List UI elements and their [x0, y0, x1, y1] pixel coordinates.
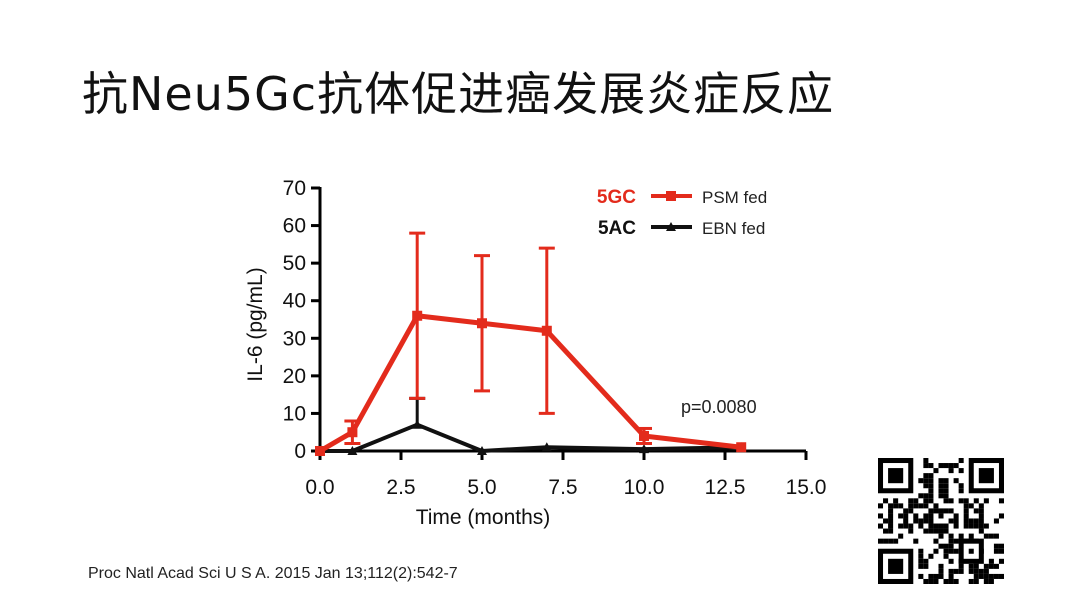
- il6-line-chart: 0 10 20 30 40 50 60 70 0.0 2.5 5.0 7.5 10.0 12.5 15.0 T…: [244, 177, 827, 529]
- y-tick-label: 70: [283, 177, 306, 200]
- y-tick-label: 0: [294, 440, 306, 463]
- data-point-marker: [347, 427, 358, 438]
- y-tick-label: 10: [283, 402, 306, 425]
- data-point-marker: [639, 444, 649, 454]
- series-line-psm-fed: [318, 313, 742, 454]
- x-tick-label: 12.5: [705, 476, 746, 499]
- data-point-marker: [541, 325, 552, 336]
- x-tick-label: 7.5: [548, 476, 577, 499]
- legend-group-label: 5AC: [598, 218, 636, 239]
- y-tick-label: 50: [283, 252, 306, 275]
- y-axis-label: IL-6 (pg/mL): [244, 267, 267, 381]
- qr-code-icon: [878, 458, 1004, 584]
- data-point-marker: [315, 446, 325, 456]
- x-tick-label: 10.0: [624, 476, 665, 499]
- data-point-marker: [412, 310, 423, 321]
- data-point-marker: [736, 442, 747, 453]
- legend-swatch-marker: [666, 222, 676, 231]
- data-point-marker: [347, 446, 358, 455]
- data-point-marker: [412, 419, 423, 429]
- legend-series-label: EBN fed: [702, 219, 765, 238]
- x-tick-label: 0.0: [305, 476, 334, 499]
- legend-swatch-marker: [666, 191, 676, 201]
- y-tick-label: 60: [283, 215, 306, 238]
- x-axis-label: Time (months): [416, 506, 551, 529]
- y-tick-label: 20: [283, 365, 306, 388]
- citation-text: Proc Natl Acad Sci U S A. 2015 Jan 13;11…: [88, 565, 458, 582]
- p-value-annotation: p=0.0080: [681, 397, 757, 417]
- x-tick-label: 15.0: [786, 476, 827, 499]
- x-tick-label: 2.5: [386, 476, 415, 499]
- data-point-marker: [477, 446, 487, 455]
- data-point-marker: [541, 442, 552, 452]
- y-tick-label: 30: [283, 327, 306, 350]
- x-tick-label: 5.0: [467, 476, 496, 499]
- y-tick-label: 40: [283, 290, 306, 313]
- legend-group-label: 5GC: [597, 187, 636, 208]
- data-point-marker: [477, 318, 487, 329]
- data-point-marker: [639, 430, 649, 441]
- legend-series-label: PSM fed: [702, 188, 767, 207]
- page-title: 抗Neu5Gc抗体促进癌发展炎症反应: [82, 67, 835, 121]
